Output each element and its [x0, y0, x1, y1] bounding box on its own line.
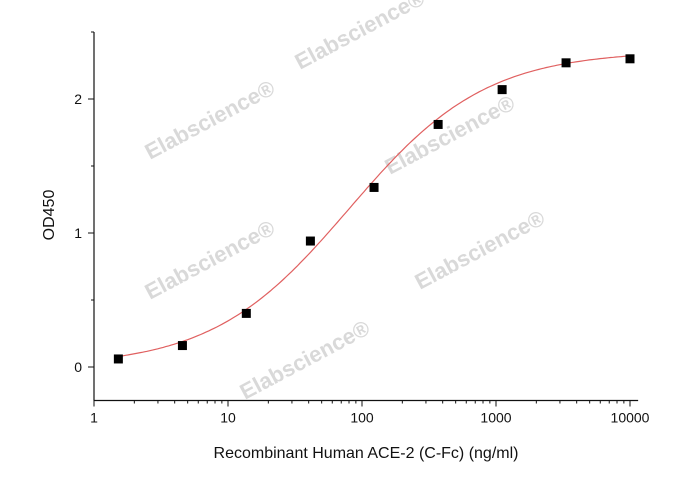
fit-curve [117, 55, 630, 358]
x-tick-label: 100 [350, 410, 374, 426]
data-point [177, 341, 187, 351]
data-point [241, 308, 251, 318]
x-tick-label: 1 [90, 410, 98, 426]
watermark: Elabscience® [411, 205, 549, 294]
y-tick-label: 0 [74, 359, 82, 375]
watermark: Elabscience® [236, 315, 374, 404]
watermark: Elabscience® [291, 0, 429, 74]
watermark: Elabscience® [141, 75, 279, 164]
watermark: Elabscience® [381, 90, 519, 179]
y-tick-label: 1 [74, 225, 82, 241]
y-tick-label: 2 [74, 91, 82, 107]
data-point [497, 85, 507, 95]
axes: 1 10 100 1000 10000 0 1 2 [74, 31, 650, 426]
x-axis-title: Recombinant Human ACE-2 (C-Fc) (ng/ml) [214, 445, 519, 462]
data-point [369, 182, 379, 192]
data-point [305, 236, 315, 246]
x-tick-label: 1000 [480, 410, 511, 426]
data-points [113, 54, 635, 364]
watermark: Elabscience® [141, 215, 279, 304]
data-point [625, 54, 635, 64]
data-point [113, 354, 123, 364]
data-point [433, 119, 443, 129]
data-point [561, 58, 571, 68]
x-tick-label: 10000 [611, 410, 650, 426]
watermarks: Elabscience®Elabscience® Elabscience®Elab… [141, 0, 549, 404]
y-axis-title: OD450 [41, 190, 58, 241]
x-tick-label: 10 [220, 410, 236, 426]
